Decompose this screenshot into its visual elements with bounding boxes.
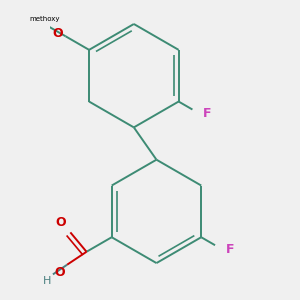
Text: O: O [52, 26, 63, 40]
Text: F: F [226, 243, 234, 256]
Text: F: F [203, 107, 212, 120]
Text: O: O [56, 215, 67, 229]
Text: H: H [43, 276, 51, 286]
Text: methoxy: methoxy [29, 16, 60, 22]
Text: O: O [54, 266, 64, 279]
